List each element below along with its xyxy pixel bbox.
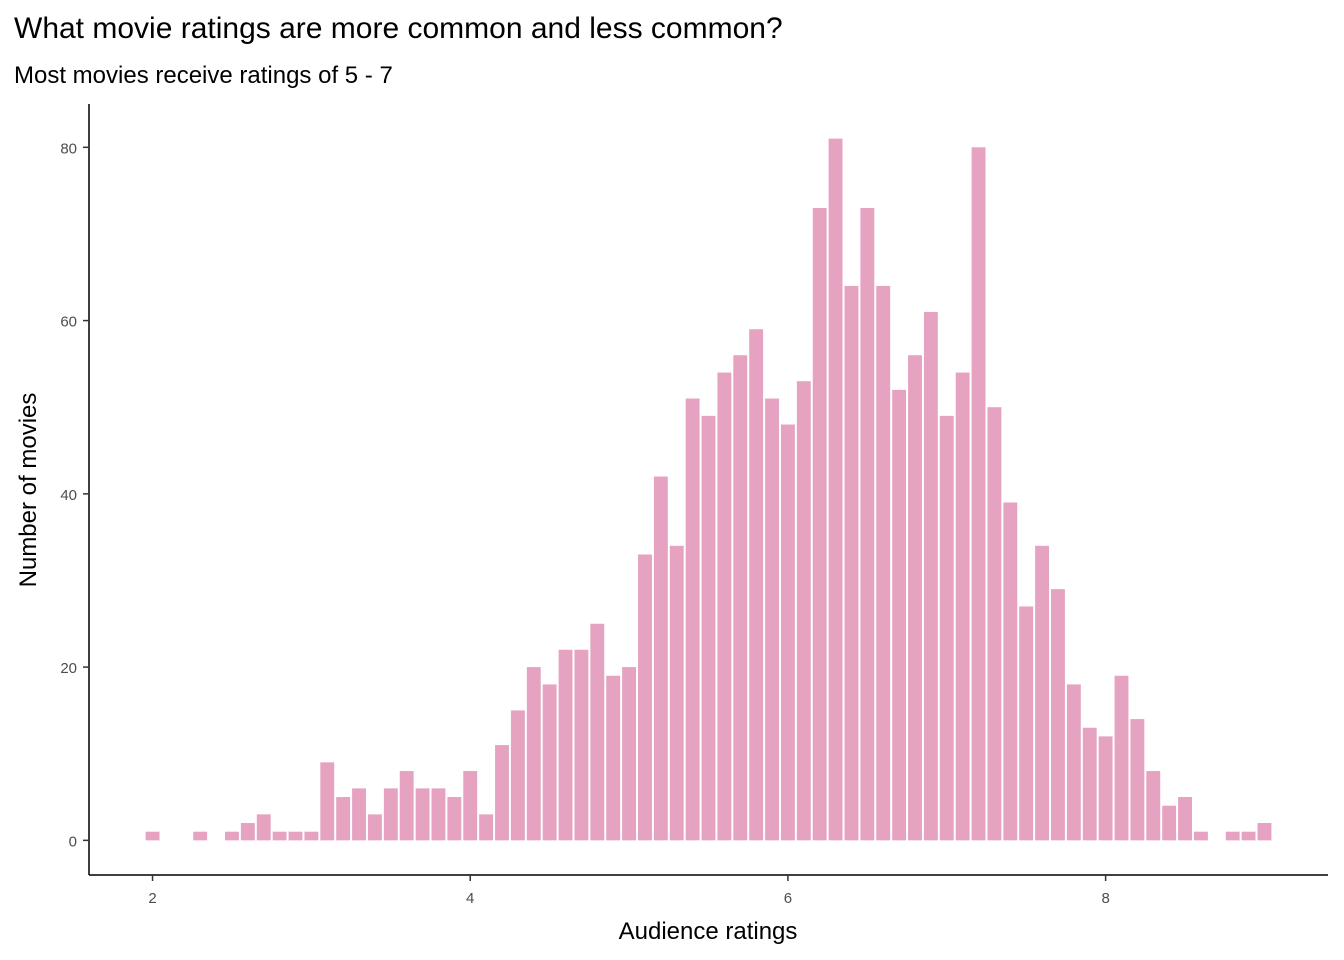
- histogram-bar: [479, 814, 494, 841]
- histogram-bars: [145, 138, 1272, 841]
- x-tick-label: 2: [148, 890, 156, 907]
- histogram-bar: [1146, 771, 1161, 841]
- histogram-bar: [892, 389, 907, 841]
- histogram-bar: [590, 623, 605, 841]
- histogram-bar: [495, 745, 509, 841]
- histogram-bar: [701, 415, 716, 841]
- histogram-bar: [780, 424, 795, 841]
- histogram-bar: [812, 207, 827, 841]
- histogram-bar: [1003, 502, 1018, 841]
- histogram-bar: [1114, 675, 1129, 841]
- histogram-bar: [749, 329, 764, 841]
- histogram-bar: [1051, 589, 1065, 841]
- histogram-bar: [542, 684, 557, 841]
- histogram-bar: [431, 788, 446, 841]
- histogram-bar: [685, 398, 700, 841]
- histogram-bar: [288, 831, 303, 841]
- histogram-bar: [765, 398, 779, 841]
- histogram-bar: [336, 797, 351, 841]
- chart-subtitle: Most movies receive ratings of 5 - 7: [14, 62, 393, 89]
- histogram-bar: [193, 831, 208, 841]
- histogram-bar: [304, 831, 319, 841]
- histogram-bar: [860, 207, 875, 841]
- histogram-bar: [733, 355, 748, 841]
- histogram-bar: [225, 831, 239, 841]
- histogram-bar: [1035, 545, 1050, 841]
- histogram-bar: [606, 675, 621, 841]
- histogram-bar: [558, 649, 573, 841]
- x-axis-title: Audience ratings: [619, 918, 798, 945]
- y-tick-label: 60: [60, 314, 77, 331]
- y-tick-label: 0: [69, 833, 77, 850]
- histogram-bar: [1098, 736, 1113, 841]
- histogram-bar: [1193, 831, 1208, 841]
- histogram-bar: [1162, 805, 1177, 841]
- histogram-bar: [939, 415, 954, 841]
- histogram-bar: [955, 372, 970, 841]
- histogram-bar: [987, 407, 1002, 841]
- histogram-bar: [1082, 727, 1097, 841]
- histogram-bar: [447, 797, 462, 841]
- y-tick-label: 40: [60, 487, 77, 504]
- x-tick-label: 8: [1101, 890, 1109, 907]
- histogram-bar: [796, 381, 811, 841]
- histogram-bar: [1225, 831, 1240, 841]
- histogram-bar: [240, 823, 255, 841]
- histogram-bar: [1066, 684, 1081, 841]
- histogram-bar: [526, 667, 541, 841]
- y-axis: 0 20 40 60 80: [60, 104, 90, 875]
- histogram-bar: [352, 788, 366, 841]
- y-axis-title: Number of movies: [15, 393, 42, 588]
- histogram-bar: [828, 138, 843, 841]
- histogram-bar: [463, 771, 478, 841]
- histogram-bar: [367, 814, 382, 841]
- histogram-bar: [1257, 823, 1272, 841]
- histogram-bar: [256, 814, 271, 841]
- histogram-bar: [320, 762, 335, 841]
- histogram-bar: [145, 831, 160, 841]
- y-tick-label: 80: [60, 140, 77, 157]
- histogram-bar: [653, 476, 668, 841]
- histogram-bar: [574, 649, 589, 841]
- histogram-bar: [717, 372, 732, 841]
- histogram-bar: [510, 710, 525, 841]
- histogram-bar: [923, 311, 938, 841]
- x-axis: 2 4 6 8: [89, 874, 1328, 907]
- histogram-bar: [415, 788, 430, 841]
- histogram-bar: [1178, 797, 1192, 841]
- histogram-bar: [1019, 606, 1034, 841]
- histogram-bar: [638, 554, 652, 841]
- y-tick-label: 20: [60, 660, 77, 677]
- x-tick-label: 6: [784, 890, 792, 907]
- histogram-bar: [844, 285, 859, 841]
- histogram-bar: [669, 545, 684, 841]
- histogram-bar: [1130, 719, 1145, 841]
- histogram-bar: [876, 285, 891, 841]
- x-tick-label: 4: [466, 890, 474, 907]
- histogram-bar: [272, 831, 287, 841]
- histogram-bar: [622, 667, 637, 841]
- histogram-bar: [383, 788, 398, 841]
- histogram-bar: [1241, 831, 1256, 841]
- histogram-bar: [399, 771, 414, 841]
- chart-title: What movie ratings are more common and l…: [14, 12, 783, 45]
- histogram-bar: [971, 147, 986, 841]
- histogram-bar: [908, 355, 922, 841]
